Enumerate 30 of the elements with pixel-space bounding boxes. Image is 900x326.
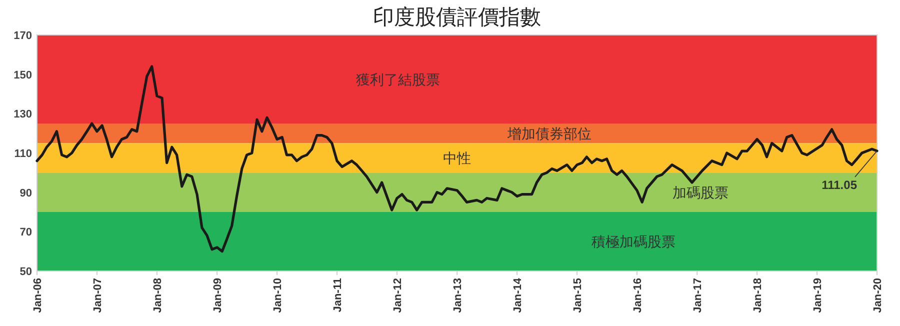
line-series — [36, 65, 878, 253]
x-tick-label: Jan-09 — [212, 278, 224, 313]
band-label: 獲利了結股票 — [356, 71, 440, 88]
x-tick-label: Jan-12 — [392, 278, 404, 313]
x-tick-label: Jan-13 — [452, 278, 464, 313]
y-tick-label: 130 — [14, 108, 32, 121]
band-label: 加碼股票 — [672, 184, 729, 200]
x-tick-label: Jan-08 — [152, 278, 164, 313]
y-tick-label: 90 — [20, 187, 32, 200]
y-tick-label: 50 — [20, 266, 32, 278]
x-tick-label: Jan-19 — [812, 278, 824, 313]
band-label: 積極加碼股票 — [591, 234, 676, 250]
y-tick-label: 170 — [14, 30, 32, 42]
chart-title: 印度股債評價指數 — [373, 6, 541, 29]
x-tick-label: Jan-11 — [332, 278, 344, 312]
x-tick-label: Jan-06 — [32, 278, 44, 313]
x-tick-label: Jan-15 — [572, 278, 584, 313]
band-label: 中性 — [443, 150, 471, 166]
band-label: 增加債券部位 — [506, 125, 592, 142]
y-tick-label: 70 — [20, 226, 32, 239]
x-tick-label: Jan-20 — [872, 278, 884, 313]
annotation: 111.05 — [822, 178, 858, 192]
y-tick-label: 110 — [14, 148, 32, 160]
x-tick-label: Jan-07 — [92, 278, 104, 313]
x-tick-label: Jan-14 — [512, 277, 524, 313]
x-tick-label: Jan-17 — [692, 278, 704, 313]
x-tick-label: Jan-10 — [272, 278, 284, 313]
y-tick-label: 150 — [14, 69, 32, 82]
x-tick-label: Jan-18 — [752, 278, 764, 313]
x-tick-label: Jan-16 — [632, 278, 644, 313]
